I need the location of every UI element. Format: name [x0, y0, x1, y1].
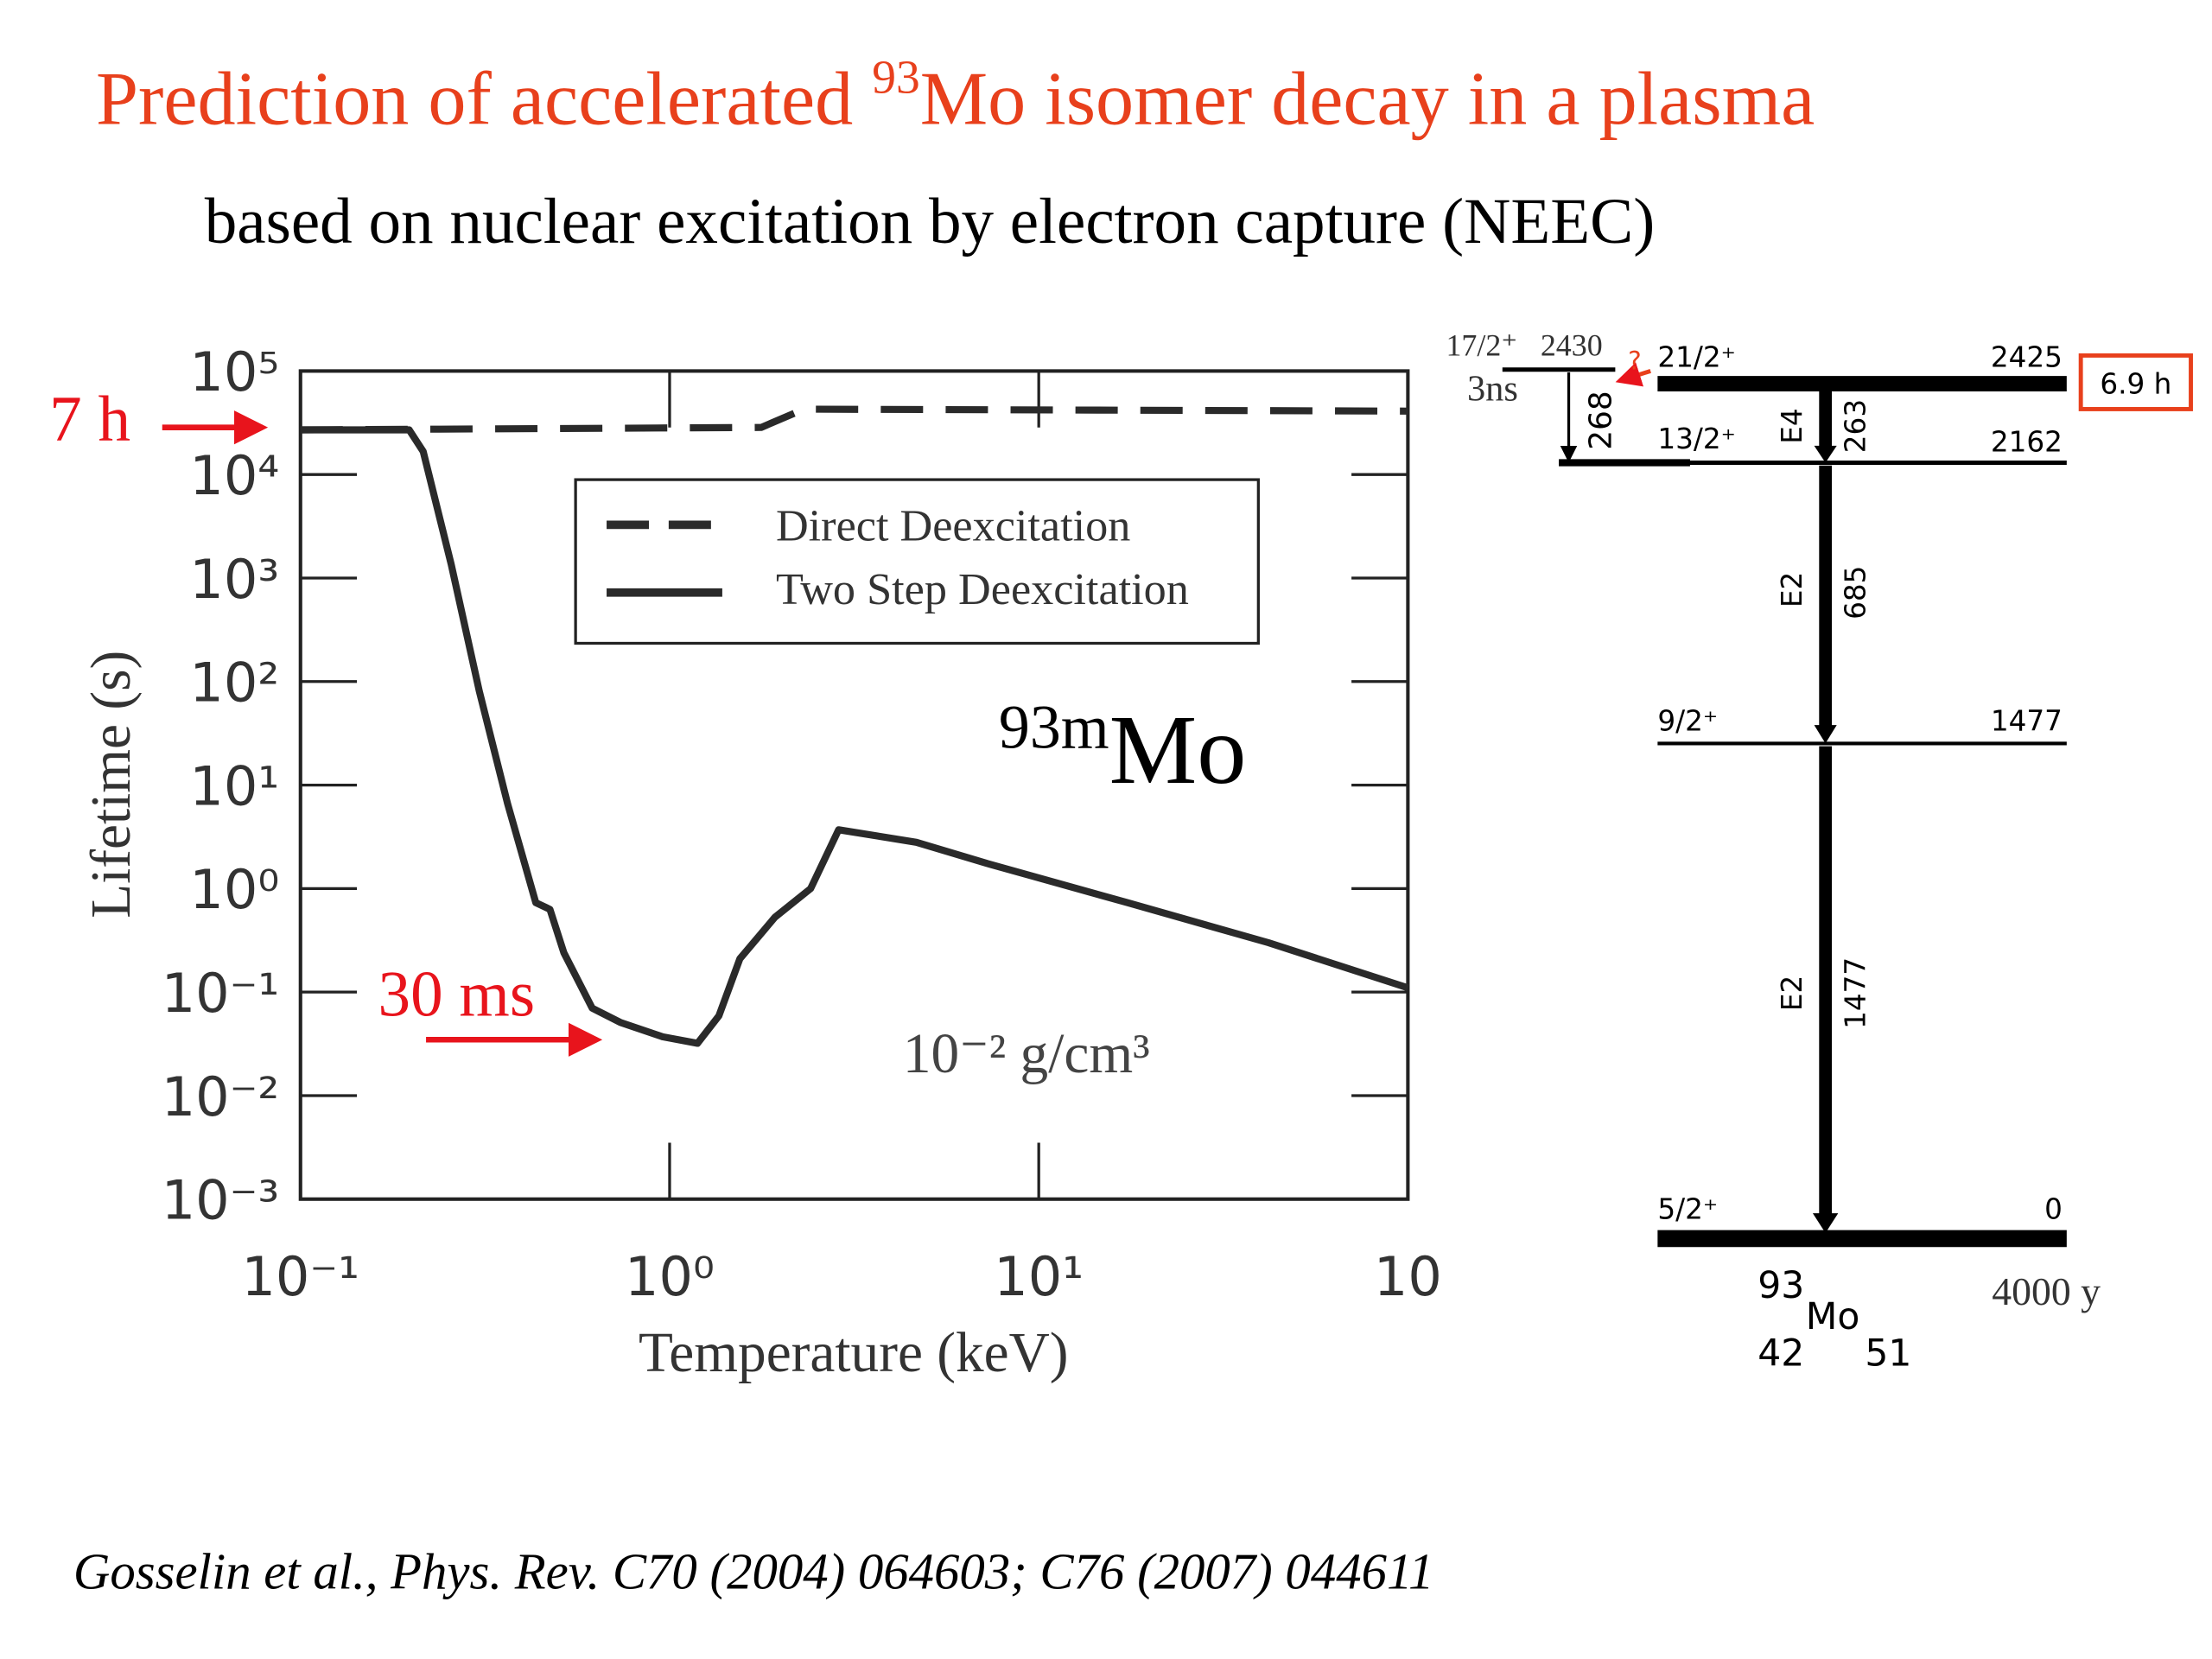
transition-energy: 263 [1839, 399, 1872, 453]
y-tick-label: 10⁻¹ [162, 962, 280, 1025]
density-label: 10⁻² g/cm³ [903, 1023, 1150, 1085]
transition-multipolarity: E4 [1776, 408, 1808, 443]
slide-title: Prediction of accelerated 93Mo isomer de… [96, 52, 1815, 142]
level-energy: 1477 [1991, 705, 2063, 738]
level-spin: 5/2⁺ [1657, 1193, 1718, 1226]
transition-arrowhead [1814, 725, 1837, 744]
isomer-lifetime-box [2078, 353, 2193, 411]
transition-energy: 268 [1583, 391, 1618, 450]
y-tick-label: 10² [189, 652, 279, 715]
side-level-lifetime: 3ns [1467, 369, 1518, 410]
y-tick-label: 10⁵ [189, 340, 279, 404]
transition-multipolarity: E2 [1776, 976, 1808, 1011]
level-energy: 0 [2044, 1193, 2063, 1226]
nucleus-neutrons: 51 [1865, 1332, 1911, 1375]
transition-multipolarity: E2 [1776, 572, 1808, 607]
level-spin: 13/2⁺ [1657, 423, 1736, 455]
title-text: Mo isomer decay in a plasma [920, 57, 1815, 142]
isomer-label: 93mMo [999, 692, 1246, 804]
level-spin: 21/2⁺ [1657, 340, 1736, 373]
nucleus-mass: 93 [1758, 1265, 1804, 1307]
transition-arrowhead [1812, 1213, 1839, 1233]
citation: Gosselin et al., Phys. Rev. C70 (2004) 0… [73, 1543, 1433, 1599]
y-tick-label: 10⁻³ [162, 1169, 280, 1232]
annotation-7h: 7 h [49, 383, 130, 454]
nucleus-element: Mo [1806, 1296, 1860, 1338]
level-energy: 2162 [1991, 425, 2063, 458]
chart: Temperature (keV) Lifetime (s) Direct De… [49, 340, 1442, 1384]
series-line [300, 426, 1409, 1047]
x-tick-label: 10⁻¹ [241, 1245, 359, 1308]
side-level-spin: 17/2⁺ [1446, 327, 1517, 362]
series-line [300, 405, 1408, 434]
x-axis-label: Temperature (keV) [639, 1322, 1069, 1384]
transition-energy: 1477 [1839, 957, 1872, 1029]
transition-arrowhead [1814, 445, 1837, 463]
isomer-lifetime: 6.9 h [2100, 368, 2171, 401]
isomer-superscript: 93m [999, 692, 1109, 761]
level-spin: 9/2⁺ [1657, 705, 1718, 738]
ground-lifetime: 4000 y [1992, 1269, 2101, 1313]
side-level-energy: 2430 [1541, 327, 1603, 362]
subtitle: based on nuclear excitation by electron … [205, 186, 1655, 257]
x-tick-label: 10⁰ [625, 1245, 715, 1308]
x-tick-label: 10¹ [994, 1245, 1084, 1308]
unknown-mark: ? [1628, 346, 1642, 376]
legend-box [574, 478, 1260, 645]
level-energy: 2425 [1991, 340, 2063, 373]
legend-label: Two Step Deexcitation [776, 564, 1189, 614]
y-tick-label: 10¹ [189, 754, 279, 817]
annotation-30ms: 30 ms [378, 959, 536, 1031]
nucleus-protons: 42 [1758, 1332, 1804, 1375]
title-text: Prediction of accelerated [96, 57, 872, 142]
y-tick-label: 10⁻² [162, 1065, 280, 1128]
unknown-arrow [1615, 362, 1651, 387]
y-tick-label: 10⁴ [189, 444, 279, 507]
level-scheme: 21/2⁺ 2425 13/2⁺ 2162 9/2⁺ 1477 5/2⁺ 0 1… [1446, 327, 2193, 1375]
legend-label: Direct Deexcitation [776, 500, 1130, 550]
title-superscript: 93 [872, 52, 920, 105]
y-axis-label: Lifetime (s) [80, 651, 143, 918]
y-tick-label: 10³ [189, 548, 279, 611]
isomer-element: Mo [1109, 695, 1247, 804]
y-tick-label: 10⁰ [189, 858, 279, 921]
transition-energy: 685 [1839, 566, 1872, 620]
x-tick-label: 10 [1374, 1245, 1442, 1308]
